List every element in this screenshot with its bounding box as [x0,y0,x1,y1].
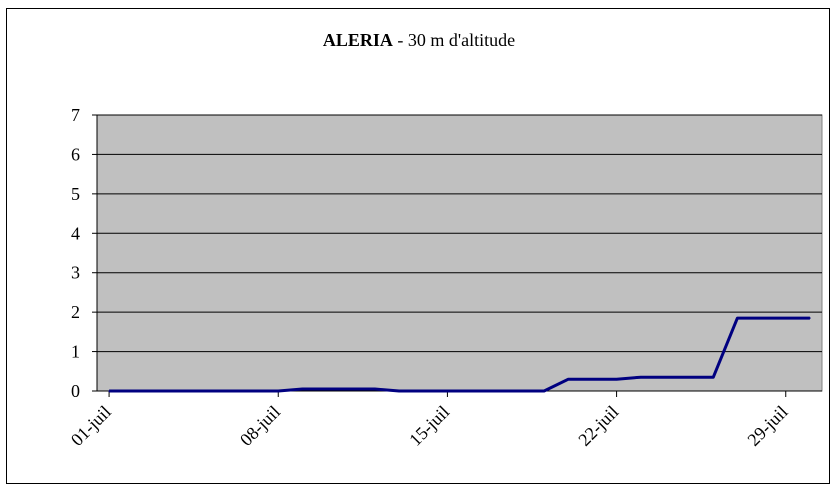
chart-title-bold: ALERIA [322,30,393,50]
gridlines [97,114,822,353]
data-point [809,317,811,319]
y-tick-label: 3 [71,263,80,283]
x-tick-label: 15-juil [405,402,453,450]
data-point [108,390,110,392]
plot-background [96,114,823,392]
data-point [301,388,304,390]
data-point [712,376,715,379]
data-point [639,376,642,379]
y-tick-label: 0 [71,381,80,401]
x-tick-label: 08-juil [236,402,284,450]
y-tick-label: 5 [71,184,80,204]
y-tick-label: 7 [71,105,80,125]
data-point [736,317,739,319]
x-tick-label: 29-juil [743,402,791,450]
series-line [109,316,810,393]
chart-title: ALERIA - 30 m d'altitude [0,30,838,51]
data-point [543,390,545,392]
data-point [615,378,618,380]
y-tick-label: 6 [71,144,80,164]
data-point [567,378,570,380]
x-tick-label: 22-juil [574,402,622,450]
series-layer [108,316,811,393]
x-tick-label: 01-juil [67,402,115,450]
data-point [374,388,376,390]
y-tick-label: 2 [71,302,80,322]
y-tick-label: 4 [71,223,80,243]
data-point [277,390,280,392]
chart-title-rest: - 30 m d'altitude [392,30,516,50]
y-tick-label: 1 [71,342,80,362]
plot-area [96,114,823,392]
data-point [398,390,400,392]
